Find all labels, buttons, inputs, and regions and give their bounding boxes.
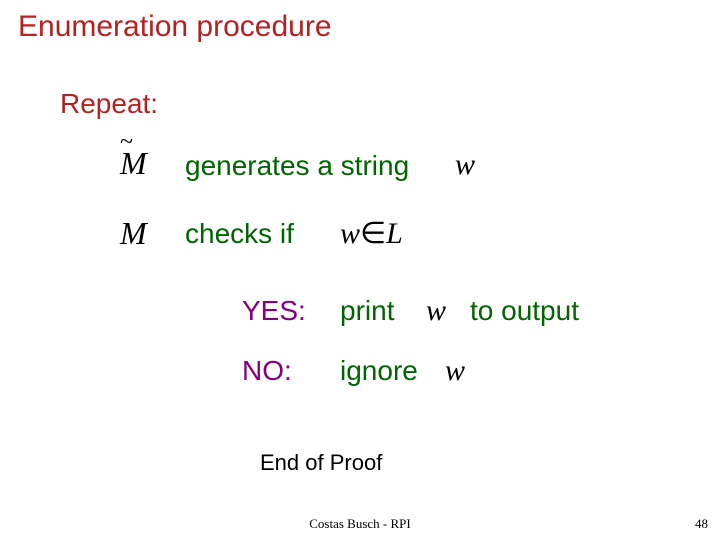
w-in-l-l: L — [386, 217, 403, 250]
yes-label: YES: — [242, 295, 306, 327]
no-ignore-text: ignore — [340, 355, 418, 387]
m-tilde-symbol: ~ M — [120, 145, 147, 182]
to-output-text: to output — [470, 295, 579, 327]
footer-author: Costas Busch - RPI — [0, 516, 720, 532]
slide-title: Enumeration procedure — [18, 10, 332, 44]
end-of-proof: End of Proof — [260, 450, 382, 476]
m-symbol: M — [120, 215, 147, 252]
slide: Enumeration procedure Repeat: ~ M genera… — [0, 0, 720, 540]
page-number: 48 — [695, 516, 708, 532]
w-in-l-w: w — [340, 217, 360, 250]
w-symbol-3: w — [445, 354, 465, 388]
repeat-label: Repeat: — [60, 88, 158, 120]
no-label: NO: — [242, 355, 292, 387]
yes-print-text: print — [340, 295, 394, 327]
w-in-l-expression: w∈L — [340, 216, 403, 251]
checks-text: checks if — [185, 218, 294, 250]
tilde-accent: ~ — [120, 129, 133, 156]
w-symbol-2: w — [426, 294, 446, 328]
generates-text: generates a string — [185, 150, 409, 182]
w-symbol-1: w — [455, 148, 475, 182]
w-in-l-in: ∈ — [360, 217, 386, 250]
